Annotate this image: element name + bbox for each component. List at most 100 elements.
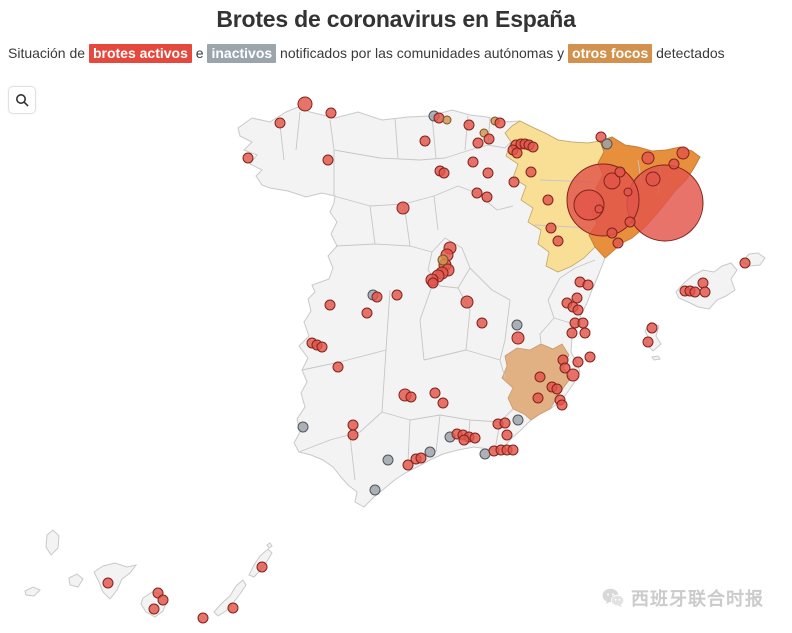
outbreak-marker-active[interactable] <box>689 286 701 298</box>
outbreak-marker-active[interactable] <box>676 146 690 160</box>
outbreak-marker-active[interactable] <box>494 117 506 129</box>
region-canaries[interactable] <box>24 529 273 618</box>
outbreak-marker-active[interactable] <box>322 154 334 166</box>
outbreak-marker-active[interactable] <box>197 612 209 624</box>
outbreak-marker-active[interactable] <box>556 399 568 411</box>
outbreak-marker-active[interactable] <box>511 331 525 345</box>
outbreak-marker-inactive[interactable] <box>369 484 381 496</box>
outbreak-marker-active[interactable] <box>438 167 450 179</box>
outbreak-marker-active[interactable] <box>472 137 484 149</box>
outbreak-marker-active[interactable] <box>391 289 403 301</box>
region-navarra-aragon[interactable] <box>504 120 605 273</box>
outbreak-marker-active[interactable] <box>499 417 511 429</box>
outbreak-marker-inactive[interactable] <box>479 448 491 460</box>
outbreak-marker-active[interactable] <box>458 434 470 446</box>
outbreak-marker-active[interactable] <box>347 419 359 431</box>
outbreak-marker-active[interactable] <box>469 432 481 444</box>
outbreak-marker-active[interactable] <box>467 156 479 168</box>
outbreak-marker-active[interactable] <box>577 317 589 329</box>
outbreak-marker-active[interactable] <box>415 452 427 464</box>
outbreak-marker-active[interactable] <box>552 235 564 247</box>
subtitle-text: detectados <box>652 45 725 61</box>
outbreak-marker-inactive[interactable] <box>601 138 613 150</box>
outbreak-marker-active[interactable] <box>624 216 636 228</box>
outbreak-marker-active[interactable] <box>641 151 655 165</box>
outbreak-marker-active[interactable] <box>542 194 554 206</box>
outbreak-marker-active[interactable] <box>227 602 239 614</box>
search-button[interactable] <box>8 86 36 114</box>
outbreak-marker-active[interactable] <box>525 166 537 178</box>
outbreak-marker-active[interactable] <box>460 295 474 309</box>
outbreak-marker-active[interactable] <box>347 429 359 441</box>
outbreak-marker-inactive[interactable] <box>382 454 394 466</box>
outbreak-marker-active[interactable] <box>501 429 513 441</box>
outbreak-marker-active[interactable] <box>571 292 583 304</box>
outbreak-marker-active[interactable] <box>606 227 618 239</box>
outbreak-marker-active[interactable] <box>297 96 313 112</box>
outbreak-marker-active[interactable] <box>433 112 445 124</box>
outbreak-marker-active[interactable] <box>584 351 596 363</box>
outbreak-marker-active[interactable] <box>429 387 441 399</box>
outbreak-marker-inactive[interactable] <box>297 421 309 433</box>
outbreak-marker-active[interactable] <box>482 167 494 179</box>
outbreak-marker-active[interactable] <box>594 204 604 214</box>
outbreak-marker-active[interactable] <box>157 594 169 606</box>
outbreak-marker-active[interactable] <box>402 459 414 471</box>
outbreak-marker-active[interactable] <box>532 392 544 404</box>
outbreak-marker-active[interactable] <box>739 257 751 269</box>
outbreak-marker-other[interactable] <box>442 115 452 125</box>
outbreak-marker-active[interactable] <box>148 603 160 615</box>
outbreak-marker-active[interactable] <box>623 187 633 197</box>
outbreak-marker-active[interactable] <box>361 307 373 319</box>
outbreak-marker-active[interactable] <box>566 368 580 382</box>
outbreak-marker-active[interactable] <box>405 391 417 403</box>
outbreak-marker-active[interactable] <box>566 327 578 339</box>
outbreak-marker-inactive[interactable] <box>511 319 523 331</box>
outbreak-marker-active[interactable] <box>697 277 709 289</box>
outbreak-marker-active[interactable] <box>551 383 563 395</box>
outbreak-marker-active[interactable] <box>325 107 337 119</box>
outbreak-marker-active[interactable] <box>324 299 336 311</box>
outbreak-marker-active[interactable] <box>476 317 488 329</box>
outbreak-marker-active[interactable] <box>463 119 475 131</box>
outbreak-marker-active[interactable] <box>545 222 557 234</box>
outbreak-marker-active[interactable] <box>572 356 584 368</box>
outbreak-marker-active[interactable] <box>699 286 711 298</box>
outbreak-marker-active[interactable] <box>559 362 571 374</box>
outbreak-marker-inactive[interactable] <box>424 446 436 458</box>
outbreak-marker-active[interactable] <box>527 141 539 153</box>
outbreak-marker-active[interactable] <box>483 133 495 145</box>
outbreak-marker-other[interactable] <box>437 254 449 266</box>
outbreak-marker-active[interactable] <box>534 371 546 383</box>
outbreak-marker-active[interactable] <box>642 336 654 348</box>
outbreak-marker-active[interactable] <box>603 172 621 190</box>
outbreak-marker-active[interactable] <box>471 187 483 199</box>
outbreak-marker-active[interactable] <box>646 322 658 334</box>
outbreak-marker-active[interactable] <box>572 304 584 316</box>
outbreak-marker-active[interactable] <box>371 291 383 303</box>
outbreak-marker-active[interactable] <box>645 171 661 187</box>
outbreak-marker-active[interactable] <box>242 152 254 164</box>
outbreak-marker-active[interactable] <box>274 117 286 129</box>
outbreak-marker-active[interactable] <box>579 327 591 339</box>
outbreak-marker-active[interactable] <box>316 341 328 353</box>
outbreak-marker-inactive[interactable] <box>512 414 524 426</box>
outbreak-marker-active[interactable] <box>396 201 410 215</box>
outbreak-marker-active[interactable] <box>332 361 344 373</box>
outbreak-marker-active[interactable] <box>427 277 439 289</box>
region-balearics[interactable] <box>644 252 766 361</box>
outbreak-marker-active[interactable] <box>508 176 520 188</box>
outbreak-marker-active[interactable] <box>102 577 114 589</box>
outbreak-marker-active[interactable] <box>437 397 449 409</box>
outbreak-marker-active[interactable] <box>256 561 268 573</box>
outbreak-marker-active[interactable] <box>507 444 519 456</box>
outbreak-marker-active[interactable] <box>668 158 680 170</box>
outbreak-marker-active[interactable] <box>511 147 523 159</box>
outbreak-marker-active[interactable] <box>481 191 493 203</box>
outbreak-marker-active[interactable] <box>612 237 624 249</box>
outbreak-marker-active[interactable] <box>419 135 431 147</box>
outbreak-marker-active[interactable] <box>614 166 626 178</box>
outbreak-marker-active[interactable] <box>595 131 607 143</box>
outbreak-marker-active[interactable] <box>582 279 594 291</box>
